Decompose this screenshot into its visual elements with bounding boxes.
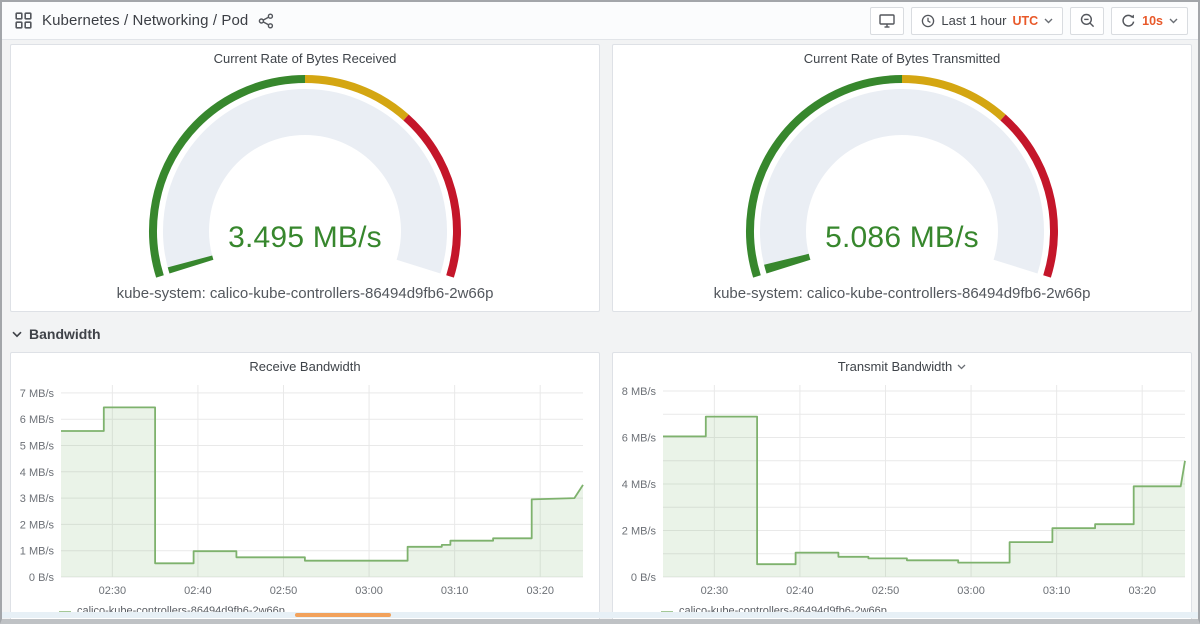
dashboard-header: Kubernetes / Networking / Pod	[2, 2, 1198, 40]
refresh-icon	[1121, 13, 1136, 28]
scrollbar-thumb[interactable]	[295, 613, 391, 617]
svg-text:2 MB/s: 2 MB/s	[622, 526, 657, 538]
chevron-down-icon	[957, 364, 966, 370]
svg-text:8 MB/s: 8 MB/s	[622, 386, 657, 398]
panel-transmit-bandwidth: Transmit Bandwidth 0 B/s 2 MB/s 4 MB/s 6 MB…	[612, 352, 1192, 619]
gauge-series-label: kube-system: calico-kube-controllers-864…	[713, 285, 1091, 302]
timezone-label: UTC	[1012, 13, 1039, 28]
panel-title[interactable]: Receive Bandwidth	[249, 359, 361, 374]
svg-text:02:40: 02:40	[786, 585, 814, 597]
magnifier-minus-icon	[1080, 13, 1095, 28]
transmit-bandwidth-chart[interactable]: 0 B/s 2 MB/s 4 MB/s 6 MB/s 8 MB/s 02:30 02:40 0…	[619, 357, 1197, 603]
svg-text:03:10: 03:10	[441, 585, 469, 597]
svg-text:5 MB/s: 5 MB/s	[20, 440, 55, 452]
apps-grid-icon[interactable]	[15, 12, 32, 29]
svg-text:0 B/s: 0 B/s	[29, 572, 55, 584]
svg-text:02:50: 02:50	[270, 585, 298, 597]
svg-text:4 MB/s: 4 MB/s	[622, 479, 657, 491]
panel-title[interactable]: Current Rate of Bytes Transmitted	[803, 51, 1001, 66]
dashboard-title: Kubernetes / Networking / Pod	[42, 12, 249, 29]
svg-text:03:10: 03:10	[1043, 585, 1071, 597]
panel-bytes-transmitted: Current Rate of Bytes Transmitted 5.086 …	[612, 44, 1192, 312]
svg-text:2 MB/s: 2 MB/s	[20, 519, 55, 531]
kiosk-mode-button[interactable]	[870, 6, 905, 35]
chevron-down-icon	[1044, 18, 1053, 24]
svg-text:03:00: 03:00	[957, 585, 985, 597]
svg-text:4 MB/s: 4 MB/s	[20, 467, 55, 479]
chevron-down-icon	[1169, 18, 1178, 24]
clock-icon	[921, 14, 935, 28]
gauge-series-label: kube-system: calico-kube-controllers-864…	[116, 285, 494, 302]
gauge-value: 5.086 MB/s	[825, 221, 979, 254]
svg-text:6 MB/s: 6 MB/s	[622, 433, 657, 445]
receive-bandwidth-chart[interactable]: 0 B/s 1 MB/s 2 MB/s 3 MB/s 4 MB/s 5 MB/s 6 MB/…	[17, 357, 595, 603]
svg-text:03:20: 03:20	[526, 585, 554, 597]
monitor-icon	[879, 13, 896, 28]
refresh-interval-label: 10s	[1142, 13, 1163, 28]
svg-text:0 B/s: 0 B/s	[631, 572, 657, 584]
svg-text:02:50: 02:50	[872, 585, 900, 597]
header-left: Kubernetes / Networking / Pod	[2, 12, 274, 29]
panel-receive-bandwidth: Receive Bandwidth 0 B/s 1 MB/s 2 MB/s 3 MB/…	[10, 352, 600, 619]
svg-text:1 MB/s: 1 MB/s	[20, 546, 55, 558]
gauge-value: 3.495 MB/s	[228, 221, 382, 254]
zoom-out-button[interactable]	[1070, 6, 1105, 35]
row-header-label: Bandwidth	[29, 326, 101, 342]
svg-text:03:00: 03:00	[355, 585, 383, 597]
scrollbar-track	[2, 612, 1198, 618]
svg-text:6 MB/s: 6 MB/s	[20, 414, 55, 426]
gauge-bytes-received	[149, 75, 461, 278]
refresh-interval-button[interactable]: 10s	[1111, 6, 1188, 35]
svg-text:7 MB/s: 7 MB/s	[20, 388, 55, 400]
share-icon[interactable]	[258, 13, 274, 29]
svg-text:02:40: 02:40	[184, 585, 212, 597]
time-range-label: Last 1 hour	[941, 13, 1007, 28]
svg-text:3 MB/s: 3 MB/s	[20, 493, 55, 505]
row-header-bandwidth[interactable]: Bandwidth	[12, 322, 101, 346]
chevron-down-icon	[12, 331, 22, 338]
svg-text:03:20: 03:20	[1128, 585, 1156, 597]
time-range-picker[interactable]: Last 1 hour UTC	[911, 6, 1064, 35]
gauge-bytes-transmitted	[746, 75, 1058, 278]
header-toolbar: Last 1 hour UTC	[870, 6, 1198, 35]
svg-text:02:30: 02:30	[99, 585, 127, 597]
panel-title[interactable]: Transmit Bandwidth	[613, 359, 1191, 374]
svg-text:02:30: 02:30	[701, 585, 729, 597]
panel-title[interactable]: Current Rate of Bytes Received	[213, 51, 397, 66]
panel-bytes-received: Current Rate of Bytes Received 3.495 MB/…	[10, 44, 600, 312]
